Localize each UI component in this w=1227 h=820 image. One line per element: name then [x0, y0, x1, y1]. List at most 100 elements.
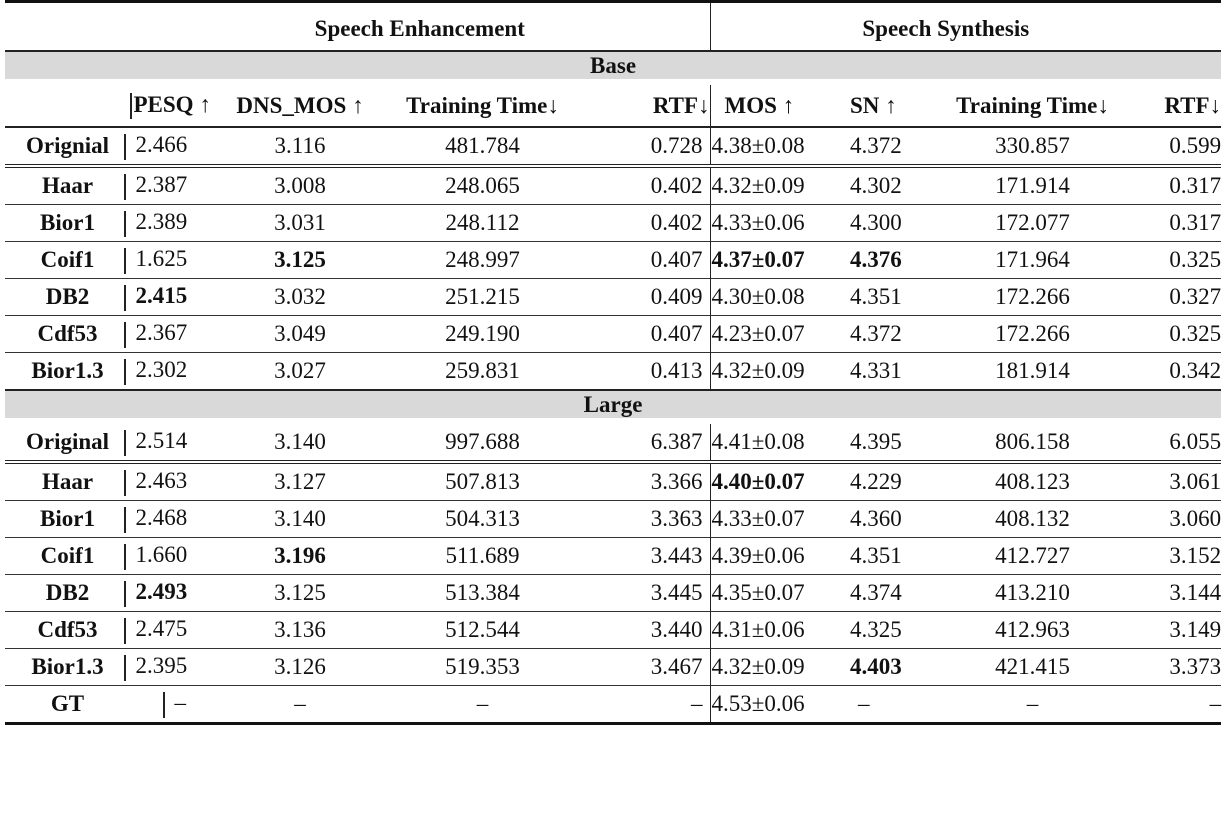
column-divider — [124, 543, 126, 570]
table-row: Cdf53 2.475 3.136 512.544 3.440 4.31±0.06 4.32… — [5, 611, 1222, 649]
cell-se-rtf: 6.387 — [590, 420, 711, 462]
table-row: Haar 2.387 3.008 248.065 0.402 4.32±0.09 4.302… — [5, 164, 1222, 205]
column-divider — [124, 133, 126, 160]
value: 172.266 — [995, 284, 1070, 309]
value: 1.625 — [135, 246, 188, 272]
section-band-large: Large — [5, 389, 1222, 424]
section-band-base: Base — [5, 50, 1222, 85]
value: 3.445 — [650, 580, 703, 605]
value: 6.055 — [1169, 429, 1222, 454]
value: 4.31±0.06 — [711, 617, 805, 642]
value: 2.475 — [135, 616, 188, 642]
table-row: DB2 2.415 3.032 251.215 0.409 4.30±0.08 4.351 1… — [5, 278, 1222, 316]
cell-dns-mos: 3.049 — [225, 315, 375, 353]
cell-mos: 4.30±0.08 — [709, 278, 851, 316]
header-label: MOS ↑ — [724, 92, 795, 118]
column-divider — [124, 173, 126, 200]
column-divider — [124, 358, 126, 385]
value: 2.395 — [135, 653, 188, 679]
column-divider — [124, 284, 126, 311]
table-row: GT – – – –4.53±0.06– – – — [5, 685, 1222, 725]
value: 413.210 — [995, 580, 1070, 605]
cell-se-rtf: 0.407 — [590, 241, 711, 279]
cell-se-rtf: 0.407 — [590, 315, 711, 353]
cell-pesq: 2.395 — [124, 648, 225, 686]
cell-mos: 4.31±0.06 — [709, 611, 851, 649]
value: 4.376 — [850, 247, 902, 272]
value: 0.407 — [650, 247, 703, 272]
model-name: Original — [25, 429, 110, 454]
value: 3.061 — [1169, 469, 1222, 494]
value: 4.325 — [850, 617, 902, 642]
value: 0.728 — [650, 133, 703, 158]
row-model-name: Cdf53 — [5, 611, 130, 649]
cell-sn: 4.374 — [850, 574, 926, 612]
cell-pesq: 1.660 — [124, 537, 225, 575]
cell-ss-train: 172.266 — [925, 278, 1141, 316]
cell-dns-mos: 3.008 — [225, 164, 375, 205]
model-name: Coif1 — [40, 247, 95, 272]
cell-mos: 4.35±0.07 — [709, 574, 851, 612]
header-label: Training Time↓ — [956, 92, 1109, 118]
row-model-name: Bior1 — [5, 204, 130, 242]
cell-se-rtf: 0.728 — [590, 126, 711, 166]
model-name: Bior1 — [40, 210, 95, 235]
row-model-name: Orignial — [5, 126, 130, 166]
column-divider — [130, 93, 132, 120]
cell-ss-train: 172.266 — [925, 315, 1141, 353]
value: 3.125 — [274, 580, 326, 605]
value: 0.317 — [1169, 173, 1222, 198]
cell-ss-rtf: 0.599 — [1140, 126, 1222, 166]
value: 0.413 — [650, 358, 703, 383]
value: 2.466 — [135, 132, 188, 158]
value: 0.407 — [650, 321, 703, 346]
model-name: Cdf53 — [37, 617, 98, 642]
column-divider — [124, 580, 126, 607]
value: 4.229 — [850, 469, 902, 494]
value: 3.443 — [650, 543, 703, 568]
cell-se-rtf: 3.467 — [590, 648, 711, 686]
value: 251.215 — [445, 284, 520, 309]
value: 3.196 — [274, 543, 326, 568]
header-pesq: PESQ ↑ — [130, 81, 225, 127]
model-name: Cdf53 — [37, 321, 98, 346]
row-model-name: DB2 — [5, 278, 130, 316]
value: – — [1026, 691, 1039, 716]
column-divider — [124, 617, 126, 644]
column-divider — [124, 469, 126, 496]
group-speech-enhancement: Speech Enhancement — [130, 0, 711, 51]
header-ss-rtf: RTF↓ — [1140, 81, 1222, 127]
header-se-train: Training Time↓ — [375, 81, 590, 127]
cell-dns-mos: 3.027 — [225, 352, 375, 390]
table-row: Bior1 2.468 3.140 504.313 3.363 4.33±0.07 4.36… — [5, 500, 1222, 538]
cell-mos: 4.41±0.08 — [709, 420, 851, 462]
cell-ss-train: 806.158 — [925, 420, 1141, 462]
value: 4.23±0.07 — [711, 321, 805, 346]
value: 3.373 — [1169, 654, 1222, 679]
value: 248.997 — [445, 247, 520, 272]
value: 512.544 — [445, 617, 520, 642]
value: 3.366 — [650, 469, 703, 494]
cell-se-rtf: 3.445 — [590, 574, 711, 612]
value: 519.353 — [445, 654, 520, 679]
value: 0.327 — [1169, 284, 1222, 309]
cell-pesq: – — [130, 685, 225, 725]
header-se-rtf: RTF↓ — [590, 81, 711, 127]
value: 3.127 — [274, 469, 326, 494]
cell-ss-rtf: 3.149 — [1140, 611, 1222, 649]
value: 172.077 — [995, 210, 1070, 235]
value: – — [1209, 691, 1222, 716]
column-divider — [124, 247, 126, 274]
value: 3.032 — [274, 284, 326, 309]
value: 2.415 — [135, 283, 188, 309]
cell-se-train: 511.689 — [375, 537, 590, 575]
table-row: Bior1.3 2.302 3.027 259.831 0.413 4.32±0.09 4.… — [5, 352, 1222, 390]
model-name: Haar — [41, 469, 94, 494]
value: 2.387 — [135, 172, 188, 198]
cell-dns-mos: 3.196 — [225, 537, 375, 575]
value: 4.38±0.08 — [711, 133, 805, 158]
value: 507.813 — [445, 469, 520, 494]
value: 4.32±0.09 — [711, 654, 805, 679]
cell-se-train: 512.544 — [375, 611, 590, 649]
table-row: Coif1 1.660 3.196 511.689 3.443 4.39±0.06 4.35… — [5, 537, 1222, 575]
